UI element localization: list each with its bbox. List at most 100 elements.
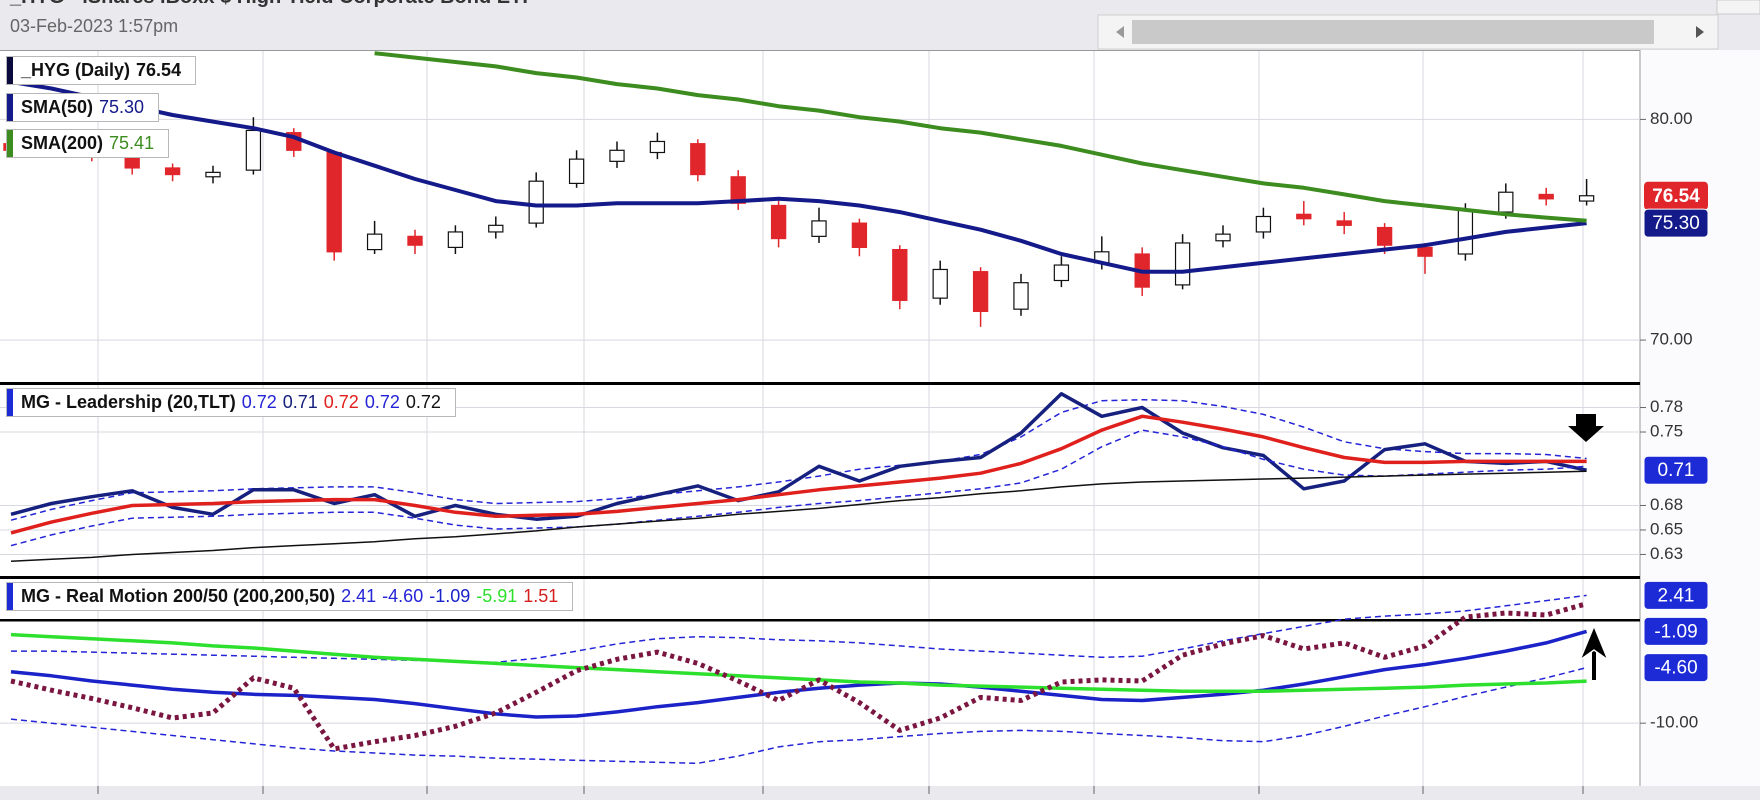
legend-value: 1.51 bbox=[523, 586, 559, 606]
candle-body bbox=[649, 140, 666, 154]
series-line bbox=[10, 79, 1587, 274]
y-tick-label: 0.68 bbox=[1650, 495, 1683, 514]
window-button[interactable] bbox=[1716, 0, 1760, 15]
legend-box: SMA(200) 75.41 bbox=[6, 129, 170, 158]
candle-body bbox=[1296, 213, 1312, 220]
series-line bbox=[10, 629, 1588, 719]
candle-body bbox=[245, 129, 262, 171]
legend-name: SMA(200) bbox=[21, 133, 104, 153]
series-line bbox=[10, 666, 1587, 765]
legend-value: -1.09 bbox=[429, 586, 471, 606]
candle-body bbox=[1498, 191, 1514, 213]
series-line bbox=[374, 51, 1587, 223]
value-tag-label: 75.30 bbox=[1652, 213, 1700, 234]
legend-value: 0.71 bbox=[282, 392, 318, 412]
y-tick-label: -10.00 bbox=[1650, 713, 1698, 732]
candle-body bbox=[1215, 233, 1231, 242]
legend-value: -4.60 bbox=[382, 586, 424, 606]
legend-value: 0.72 bbox=[241, 392, 277, 412]
candle-body bbox=[609, 149, 625, 162]
legend-box: SMA(50) 75.30 bbox=[6, 93, 160, 122]
legend-value: -5.91 bbox=[476, 586, 518, 606]
y-tick-label: 0.78 bbox=[1650, 397, 1683, 416]
panel bbox=[0, 579, 1640, 786]
candle-body bbox=[568, 158, 585, 184]
candle-body bbox=[205, 171, 221, 178]
y-tick-label: 70.00 bbox=[1650, 330, 1693, 349]
candle-body bbox=[1336, 220, 1352, 226]
price-tag bbox=[1644, 181, 1708, 210]
series-line bbox=[10, 601, 1588, 752]
value-tag-label: -1.09 bbox=[1654, 621, 1697, 642]
legend-bar bbox=[7, 130, 13, 157]
legend-bar bbox=[7, 389, 13, 416]
legend-value: 0.72 bbox=[364, 392, 400, 412]
candle-body bbox=[932, 268, 948, 299]
legend-box: _HYG (Daily) 76.54 bbox=[6, 56, 197, 85]
series-line bbox=[10, 414, 1587, 535]
candle-body bbox=[1013, 282, 1029, 310]
y-tick-label: 80.00 bbox=[1650, 109, 1693, 128]
candle-body bbox=[851, 222, 868, 248]
legend-value: 75.41 bbox=[109, 133, 155, 153]
value-tag-label: 2.41 bbox=[1658, 585, 1695, 606]
candle-body bbox=[1538, 193, 1554, 200]
candle-body bbox=[1457, 209, 1474, 255]
legend-value: 0.72 bbox=[405, 392, 441, 412]
candle-body bbox=[528, 180, 544, 224]
candle-body bbox=[164, 167, 181, 176]
legend-name: SMA(50) bbox=[21, 97, 94, 117]
y-tick-label: 0.65 bbox=[1650, 519, 1683, 538]
bottom-strip bbox=[0, 786, 1760, 800]
candle-body bbox=[1053, 264, 1070, 282]
candle-body bbox=[811, 220, 827, 237]
value-tag bbox=[1643, 653, 1709, 683]
candle-body bbox=[770, 204, 787, 240]
value-tag bbox=[1643, 580, 1709, 610]
series-line bbox=[10, 632, 1587, 694]
price-tag-label: 76.54 bbox=[1652, 186, 1700, 207]
candle-body bbox=[892, 249, 908, 301]
legend-title: _HYG (Daily) bbox=[21, 60, 131, 80]
legend-title: MG - Real Motion 200/50 (200,200,50) bbox=[21, 586, 336, 606]
legend-value: 75.30 bbox=[99, 97, 145, 117]
legend-bar bbox=[7, 94, 13, 121]
value-tag bbox=[1643, 616, 1709, 646]
scroll-right[interactable] bbox=[1696, 26, 1704, 38]
timestamp: 03-Feb-2023 1:57pm bbox=[10, 16, 179, 36]
panel bbox=[0, 51, 1640, 382]
legend-value: 76.54 bbox=[136, 60, 182, 80]
candle-body bbox=[1578, 195, 1595, 202]
candle-body bbox=[690, 143, 706, 176]
value-tag-label: -4.60 bbox=[1654, 658, 1697, 679]
y-tick-label: 0.75 bbox=[1650, 421, 1683, 440]
candle-body bbox=[488, 224, 504, 233]
candle-body bbox=[1255, 215, 1272, 233]
candle-body bbox=[1174, 242, 1191, 286]
value-tag bbox=[1643, 208, 1709, 238]
up-arrow-head bbox=[1578, 624, 1610, 663]
series-line bbox=[11, 594, 1587, 664]
candle-body bbox=[447, 231, 464, 248]
legend-box: MG - Leadership (20,TLT) 0.72 0.71 0.72 0.72… bbox=[6, 388, 456, 417]
legend-value: 2.41 bbox=[341, 586, 377, 606]
scroll-left[interactable] bbox=[1116, 26, 1124, 38]
candle-body bbox=[326, 151, 342, 253]
window-title: _HYG - iShares iBoxx $ High Yield Corpor… bbox=[10, 0, 535, 9]
legend-box: MG - Real Motion 200/50 (200,200,50) 2.41… bbox=[6, 582, 574, 611]
candle-body bbox=[1376, 226, 1393, 246]
value-tag bbox=[1643, 455, 1709, 485]
series-line bbox=[10, 470, 1587, 563]
candle-body bbox=[366, 233, 383, 251]
series-line bbox=[10, 392, 1587, 521]
candle-body bbox=[407, 235, 423, 246]
y-tick-label: 0.63 bbox=[1650, 544, 1683, 563]
legend-bar bbox=[7, 57, 13, 84]
candle-body bbox=[1417, 246, 1433, 257]
candle-body bbox=[730, 176, 746, 204]
value-tag-label: 0.71 bbox=[1658, 460, 1695, 481]
scroll-thumb[interactable] bbox=[1132, 20, 1654, 44]
down-arrow bbox=[1568, 414, 1604, 442]
